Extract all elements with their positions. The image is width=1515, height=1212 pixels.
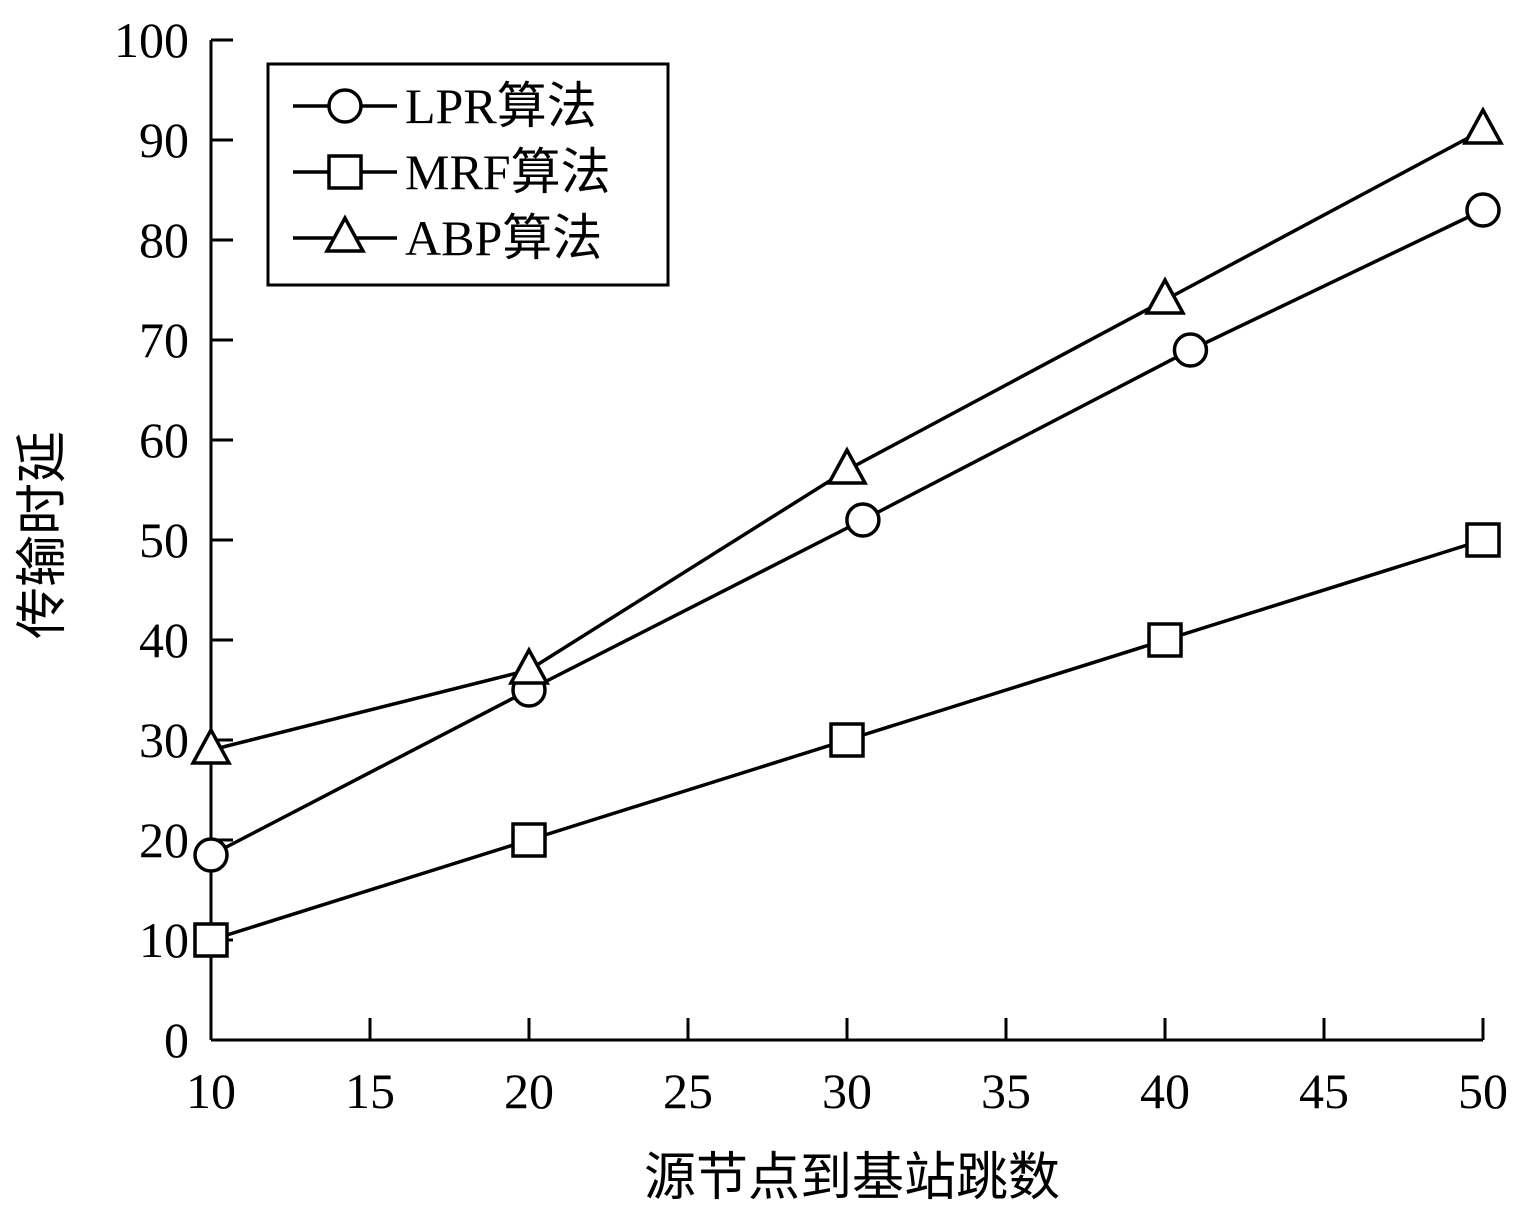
data-point-triangle (826, 446, 868, 485)
data-point-square (511, 822, 547, 858)
legend-label: MRF算法 (405, 144, 611, 200)
legend-marker-circle (327, 88, 363, 124)
data-point-square (1465, 522, 1501, 558)
y-tick-label: 20 (139, 812, 189, 868)
legend-marker-triangle (324, 214, 366, 253)
y-tick-label: 40 (139, 612, 189, 668)
x-ticks: 10 15 20 25 30 35 40 45 50 (186, 1018, 1508, 1119)
x-tick-label: 25 (663, 1063, 713, 1119)
data-point-square (829, 722, 865, 758)
x-tick-label: 50 (1458, 1063, 1508, 1119)
legend-entry: ABP算法 (293, 210, 602, 266)
data-point-square (193, 922, 229, 958)
data-point-circle (845, 502, 881, 538)
x-tick-label: 15 (345, 1063, 395, 1119)
data-point-square (1147, 622, 1183, 658)
series-circle (193, 192, 1501, 873)
legend-marker-square (327, 154, 363, 190)
y-tick-label: 60 (139, 412, 189, 468)
legend-label: LPR算法 (405, 78, 597, 134)
series-triangle (190, 106, 1504, 765)
x-tick-label: 35 (981, 1063, 1031, 1119)
data-point-circle (1172, 332, 1209, 368)
y-tick-label: 80 (139, 212, 189, 268)
series-line-circle (210, 208, 1484, 857)
series-square (193, 522, 1501, 958)
data-point-triangle (1144, 276, 1186, 315)
y-tick-label: 50 (139, 512, 189, 568)
y-tick-label: 100 (114, 12, 189, 68)
y-axis-title: 传输时延 (15, 431, 72, 639)
data-point-triangle (508, 646, 550, 685)
y-tick-label: 90 (139, 112, 189, 168)
data-point-circle (1465, 192, 1501, 228)
legend-entry: LPR算法 (293, 78, 597, 134)
y-ticks: 0 10 20 30 40 50 60 70 80 90 100 (114, 12, 233, 1068)
y-tick-label: 0 (164, 1012, 189, 1068)
data-point-triangle (190, 726, 232, 765)
x-tick-label: 10 (186, 1063, 236, 1119)
x-tick-label: 20 (504, 1063, 554, 1119)
y-tick-label: 10 (139, 912, 189, 968)
legend-entry: MRF算法 (293, 144, 611, 200)
x-tick-label: 30 (822, 1063, 872, 1119)
series-group (190, 106, 1504, 958)
y-tick-label: 30 (139, 712, 189, 768)
data-point-triangle (1462, 106, 1504, 145)
legend-label: ABP算法 (405, 210, 602, 266)
data-point-circle (193, 837, 229, 873)
x-tick-label: 40 (1140, 1063, 1190, 1119)
y-tick-label: 70 (139, 312, 189, 368)
x-tick-label: 45 (1299, 1063, 1349, 1119)
legend: LPR算法 MRF算法 ABP算法 (266, 62, 670, 287)
x-axis-title: 源节点到基站跳数 (644, 1150, 1060, 1207)
